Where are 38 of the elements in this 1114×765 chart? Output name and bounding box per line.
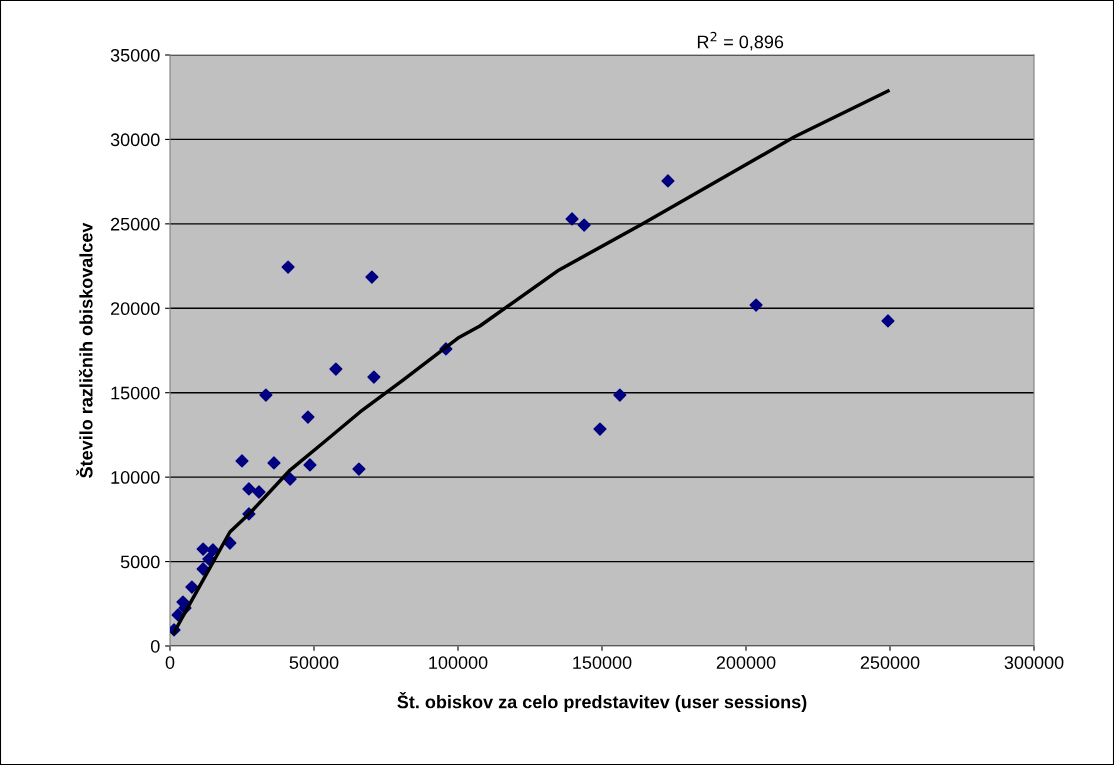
x-tick-label: 250000 — [860, 656, 920, 669]
y-tick-label: 20000 — [110, 302, 160, 316]
point — [577, 218, 591, 232]
point — [565, 212, 579, 226]
y-axis-title: Število različnih obiskovalcev — [76, 222, 93, 478]
point — [267, 456, 281, 470]
y-tick-label: 5000 — [120, 555, 160, 569]
point — [352, 462, 366, 476]
x-axis-title: Št. obiskov za celo predstavitev (user sessions) — [397, 692, 807, 712]
y-tick-label: 15000 — [111, 386, 160, 400]
point — [661, 174, 675, 188]
x-tick-label: 50000 — [289, 656, 339, 669]
y-tick-label: 10000 — [111, 471, 160, 484]
point — [593, 422, 607, 436]
y-tick-label: 30000 — [110, 133, 160, 147]
x-tick-label: 200000 — [716, 656, 776, 669]
point — [301, 410, 315, 424]
text: R$^{2}$ = 0,896 — [697, 31, 784, 51]
y-tick-label: 25000 — [110, 217, 160, 231]
y-tick-label: 35000 — [110, 48, 160, 62]
point — [252, 485, 266, 499]
x-tick-label: 0 — [165, 656, 175, 669]
y-tick-label: 0 — [150, 639, 160, 653]
point — [881, 314, 895, 328]
x-tick-label: 150000 — [573, 656, 632, 669]
point — [281, 260, 295, 274]
point — [206, 543, 220, 557]
point — [259, 388, 273, 402]
point — [329, 362, 343, 376]
point — [242, 482, 256, 496]
point — [235, 454, 249, 468]
point — [303, 458, 317, 472]
point — [749, 298, 763, 312]
point — [185, 580, 199, 594]
point — [613, 388, 627, 402]
x-tick-label: 100000 — [429, 656, 488, 669]
point — [365, 270, 379, 284]
x-tick-label: 300000 — [1004, 656, 1064, 669]
